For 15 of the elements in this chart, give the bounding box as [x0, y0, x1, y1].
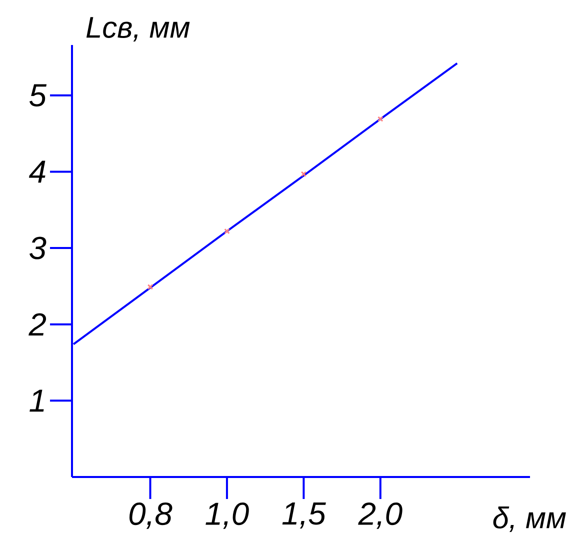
x-axis-title: δ, мм — [493, 506, 566, 532]
y-tick-label: 4 — [28, 160, 46, 183]
point — [224, 228, 230, 234]
y-tick-label: 2 — [28, 313, 46, 336]
x-tick-label: 1,0 — [206, 502, 249, 529]
point — [378, 116, 384, 122]
y-axis-title: Lсв, мм — [86, 17, 190, 42]
x-tick-label: 0,8 — [129, 502, 172, 529]
y-tick-label: 1 — [30, 390, 44, 412]
y-tick-label: 3 — [30, 236, 46, 260]
point — [147, 284, 154, 290]
point — [300, 171, 307, 177]
x-tick-label: 2,0 — [358, 502, 402, 529]
x-tick-label: 1,5 — [282, 502, 326, 529]
y-tick-label: 5 — [29, 84, 47, 106]
